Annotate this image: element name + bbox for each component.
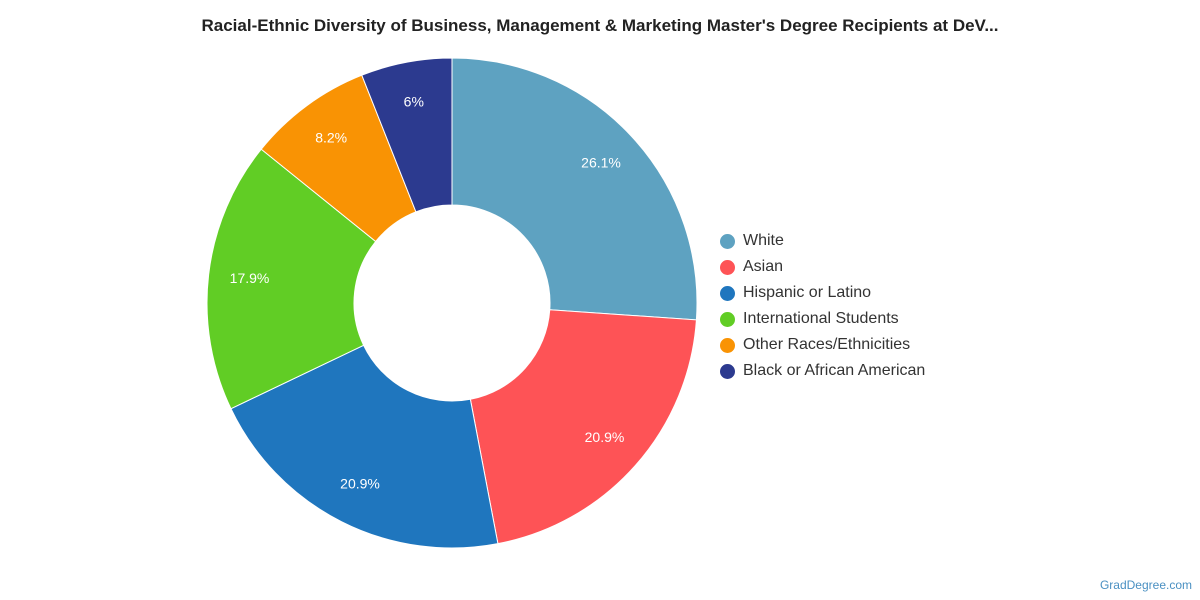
- legend-item[interactable]: Hispanic or Latino: [720, 280, 925, 306]
- legend-swatch: [720, 311, 735, 327]
- legend-item[interactable]: International Students: [720, 306, 925, 332]
- slice-label: 26.1%: [581, 155, 621, 171]
- slice-asian[interactable]: [469, 309, 697, 545]
- legend-label: Other Races/Ethnicities: [743, 336, 911, 353]
- slice-label: 6%: [404, 93, 424, 109]
- legend-label: Asian: [743, 258, 784, 275]
- legend-swatch: [720, 363, 735, 379]
- legend-swatch: [720, 259, 735, 275]
- chart-legend: White Asian Hispanic or Latino Internationa…: [720, 228, 925, 384]
- slice-black-or-african-american[interactable]: [361, 57, 453, 213]
- slice-label: 20.9%: [585, 429, 625, 445]
- slice-white[interactable]: [451, 57, 698, 321]
- legend-swatch: [720, 285, 735, 301]
- legend-label: Hispanic or Latino: [743, 284, 872, 301]
- legend-label: International Students: [743, 310, 899, 327]
- legend-label: Black or African American: [743, 362, 926, 379]
- slice-label: 17.9%: [230, 270, 270, 286]
- legend-label: White: [743, 232, 784, 249]
- slice-international-students[interactable]: [206, 148, 377, 410]
- slice-label: 8.2%: [315, 130, 347, 146]
- legend-item[interactable]: Other Races/Ethnicities: [720, 332, 925, 358]
- slice-hispanic-or-latino[interactable]: [230, 344, 499, 549]
- chart-title: Racial-Ethnic Diversity of Business, Man…: [201, 16, 999, 35]
- legend-item[interactable]: Asian: [720, 254, 925, 280]
- watermark-text: GradDegree.com: [1099, 578, 1192, 592]
- legend-swatch: [720, 337, 735, 353]
- legend-item[interactable]: Black or African American: [720, 358, 925, 384]
- legend-swatch: [720, 233, 735, 249]
- slice-label: 20.9%: [340, 476, 380, 492]
- legend-item[interactable]: White: [720, 228, 925, 254]
